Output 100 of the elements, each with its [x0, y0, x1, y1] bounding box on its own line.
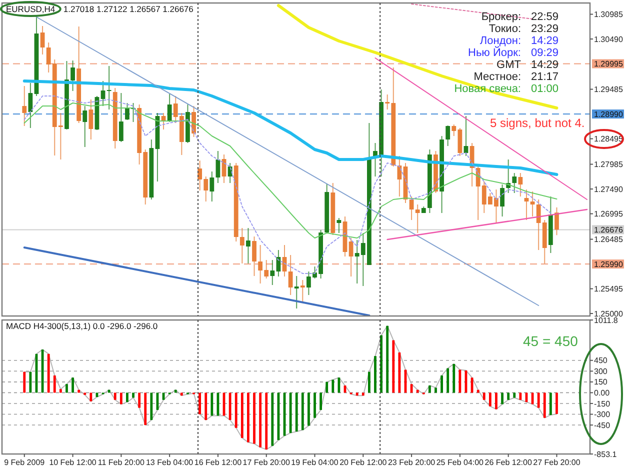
bar — [488, 392, 492, 406]
ref-line-label: 1.26676 — [594, 226, 624, 234]
annotation: Токио: — [488, 23, 521, 35]
chart-title: EURUSD,H4 — [6, 4, 56, 14]
annotation: Лондон: — [480, 35, 521, 47]
bar — [314, 392, 316, 418]
bar — [495, 392, 498, 410]
y-tick-label: 150 — [594, 378, 608, 387]
bar — [380, 335, 382, 393]
bar — [543, 392, 546, 418]
bar — [234, 392, 238, 428]
annotation: Новая свеча: — [454, 83, 521, 95]
candlestick — [446, 125, 450, 146]
candlestick — [22, 86, 27, 126]
bar — [295, 392, 298, 432]
bar — [392, 340, 395, 393]
x-tick-label: 11 Feb 20:00 — [98, 458, 145, 467]
candlestick — [100, 80, 106, 106]
bar — [507, 392, 510, 400]
line-series — [24, 102, 558, 238]
candlestick — [512, 172, 517, 194]
candlestick — [270, 260, 275, 286]
candlestick — [524, 189, 529, 220]
bar — [446, 368, 450, 393]
bar — [253, 392, 256, 444]
chart-title: MACD H4-300(5,13,1) 0.0 -296.0 -296.0 — [6, 321, 158, 331]
y-tick-label: 1.25495 — [594, 284, 624, 294]
ref-line-label: 1.28990 — [594, 110, 624, 119]
bar — [247, 392, 250, 442]
candlestick — [246, 228, 250, 264]
ref-line-label: 1.29995 — [594, 60, 624, 69]
candlestick — [192, 106, 196, 138]
annotation: 45 = 450 — [523, 333, 578, 349]
bar — [368, 372, 370, 393]
bar — [501, 392, 504, 404]
bar — [265, 392, 268, 450]
bar — [356, 392, 358, 396]
bar — [320, 392, 322, 410]
y-tick-label: 1.29485 — [594, 85, 624, 94]
bar — [362, 392, 364, 396]
y-tick-label: 450 — [594, 356, 608, 366]
bar — [556, 392, 558, 414]
annotation: 21:17 — [531, 71, 559, 83]
bar — [374, 356, 376, 393]
candlestick — [240, 228, 244, 264]
x-tick-label: 10 Feb 12:00 — [49, 458, 97, 467]
bar — [150, 392, 153, 420]
bar — [59, 389, 62, 393]
x-tick-label: 27 Feb 20:00 — [533, 458, 581, 467]
bar — [132, 392, 134, 398]
bar — [204, 392, 208, 420]
candlestick — [294, 276, 299, 309]
bar — [482, 392, 486, 400]
y-tick-label: 300 — [594, 366, 608, 376]
bar — [386, 326, 389, 393]
x-tick-label: 25 Feb 04:00 — [436, 458, 484, 467]
chart-subtitle: 1.27018 1.27122 1.26567 1.26676 — [63, 4, 194, 14]
bar — [428, 386, 431, 393]
bar — [440, 375, 443, 393]
annotation: 01:00 — [531, 83, 559, 95]
annotation: 09:29 — [531, 47, 559, 59]
y-tick-label: 1.27490 — [594, 184, 624, 194]
bar — [519, 392, 522, 400]
bar — [228, 392, 232, 420]
bar — [308, 392, 310, 426]
x-tick-label: 20 Feb 12:00 — [340, 458, 388, 467]
candlestick — [161, 112, 166, 130]
candlestick — [210, 171, 214, 202]
y-tick-label: 1.25000 — [594, 309, 624, 318]
bar — [549, 392, 552, 415]
annotation: 23:29 — [531, 23, 559, 35]
bar — [289, 392, 292, 433]
candlestick — [518, 172, 523, 197]
y-tick-label: -450 — [594, 420, 611, 430]
annotation: Местное: — [474, 71, 521, 83]
annotation: 22:59 — [531, 11, 559, 23]
bar — [120, 392, 122, 404]
candlestick — [40, 26, 45, 55]
annotation: Нью Йорк: — [468, 46, 521, 59]
y-tick-label: 1.30985 — [594, 10, 624, 20]
y-tick-label: 1.26995 — [594, 210, 624, 219]
x-tick-label: 13 Feb 04:00 — [146, 458, 194, 467]
candlestick — [88, 99, 94, 140]
line-series — [276, 4, 558, 110]
x-tick-label: 16 Feb 12:00 — [194, 458, 242, 467]
y-tick-label: -853.1 — [594, 450, 618, 459]
candlestick — [397, 156, 402, 197]
ref-line-label: 1.25990 — [594, 260, 624, 269]
y-tick-label: -150 — [594, 399, 611, 408]
bar — [326, 382, 328, 393]
x-tick-label: 9 Feb 2009 — [4, 458, 46, 467]
bar — [72, 378, 74, 393]
y-tick-label: 1.26485 — [594, 235, 624, 244]
bar — [513, 392, 516, 398]
bar — [66, 384, 68, 393]
bar — [458, 370, 462, 393]
annotation: 14:29 — [531, 35, 559, 47]
candlestick — [167, 94, 172, 122]
bar — [398, 352, 401, 393]
bar — [210, 392, 214, 416]
